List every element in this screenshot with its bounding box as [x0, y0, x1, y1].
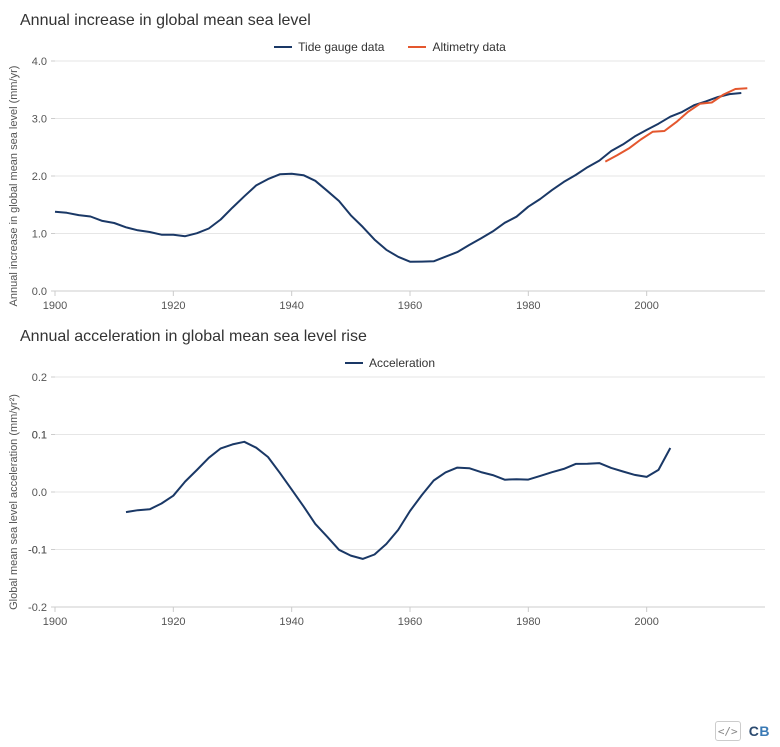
legend-swatch-tide-gauge	[274, 46, 292, 49]
svg-text:0.1: 0.1	[32, 430, 47, 442]
brand-c: C	[749, 723, 760, 739]
brand-logo[interactable]: CB	[749, 723, 770, 739]
footer: </> CB	[715, 721, 770, 741]
svg-text:1900: 1900	[43, 616, 67, 628]
legend-label-altimetry: Altimetry data	[432, 40, 505, 54]
svg-text:1900: 1900	[43, 300, 67, 312]
svg-text:0.2: 0.2	[32, 372, 47, 384]
legend-item-altimetry[interactable]: Altimetry data	[408, 40, 505, 54]
chart1-svg: 0.0 1.0 2.0 3.0 4.0 1900 1920 1940 1960 1980 2000	[0, 56, 780, 316]
chart2-title: Annual acceleration in global mean sea l…	[0, 316, 780, 350]
svg-text:1960: 1960	[398, 300, 422, 312]
embed-icon[interactable]: </>	[715, 721, 741, 741]
svg-text:1980: 1980	[516, 616, 540, 628]
legend-label-acceleration: Acceleration	[369, 356, 435, 370]
chart1-ylabel: Annual increase in global mean sea level…	[8, 66, 20, 307]
chart1-plot-area: Annual increase in global mean sea level…	[0, 56, 780, 316]
chart1-legend: Tide gauge data Altimetry data	[0, 34, 780, 56]
svg-text:2.0: 2.0	[32, 171, 47, 183]
svg-text:1920: 1920	[161, 616, 185, 628]
chart2-plot-area: Global mean sea level acceleration (mm/y…	[0, 372, 780, 632]
svg-text:-0.1: -0.1	[28, 545, 47, 557]
chart2-legend: Acceleration	[0, 350, 780, 372]
svg-text:1920: 1920	[161, 300, 185, 312]
chart2-svg: -0.2-0.1-0.10.00.10.10.21900192019401960…	[0, 372, 780, 632]
svg-text:1940: 1940	[279, 616, 303, 628]
chart-panel-increase: Annual increase in global mean sea level…	[0, 0, 780, 316]
legend-swatch-altimetry	[408, 46, 426, 49]
svg-text:3.0: 3.0	[32, 114, 47, 126]
svg-text:1.0: 1.0	[32, 229, 47, 241]
svg-text:1960: 1960	[398, 616, 422, 628]
svg-text:-0.2: -0.2	[28, 602, 47, 614]
svg-text:2000: 2000	[634, 300, 658, 312]
legend-swatch-acceleration	[345, 362, 363, 365]
svg-text:0.0: 0.0	[32, 487, 47, 499]
svg-text:4.0: 4.0	[32, 56, 47, 68]
svg-text:0.0: 0.0	[32, 286, 47, 298]
svg-text:2000: 2000	[634, 616, 658, 628]
chart-panel-acceleration: Annual acceleration in global mean sea l…	[0, 316, 780, 632]
legend-item-acceleration[interactable]: Acceleration	[345, 356, 435, 370]
chart1-title: Annual increase in global mean sea level	[0, 0, 780, 34]
chart2-ylabel: Global mean sea level acceleration (mm/y…	[8, 394, 20, 610]
legend-label-tide-gauge: Tide gauge data	[298, 40, 384, 54]
brand-b: B	[759, 723, 770, 739]
legend-item-tide-gauge[interactable]: Tide gauge data	[274, 40, 384, 54]
svg-text:1940: 1940	[279, 300, 303, 312]
svg-text:1980: 1980	[516, 300, 540, 312]
